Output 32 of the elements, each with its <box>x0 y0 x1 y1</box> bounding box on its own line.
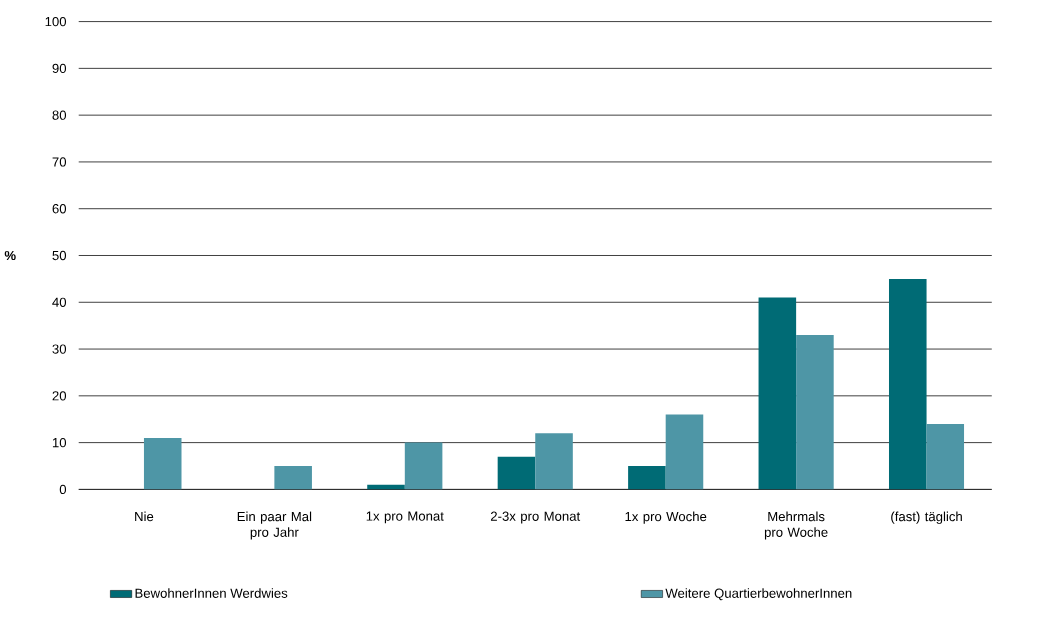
x-tick-label: 1x pro Woche <box>625 511 707 525</box>
y-tick-label: 30 <box>52 344 67 354</box>
y-tick-label: 50 <box>52 251 67 261</box>
bar <box>926 424 965 490</box>
bar <box>274 466 312 490</box>
x-tick-label: 2-3x pro Monat <box>490 511 581 524</box>
bar <box>497 456 536 490</box>
bar <box>665 414 704 490</box>
x-tick-label: (fast) täglich <box>891 511 962 525</box>
legend-label: Weitere QuartierbewohnerInnen <box>665 588 852 601</box>
bar <box>888 279 927 490</box>
bar <box>796 335 834 490</box>
y-tick-label: 70 <box>52 157 67 167</box>
y-tick-label: 80 <box>52 110 67 121</box>
y-tick-label: 20 <box>52 391 67 401</box>
bar <box>628 466 666 490</box>
x-tick-label: Ein paar Mal pro Jahr <box>237 511 312 540</box>
x-tick-label: Nie <box>135 511 154 522</box>
bar <box>404 442 443 490</box>
bar <box>758 297 797 490</box>
x-tick-label: Mehrmals pro Woche <box>764 511 828 540</box>
y-tick-label: 100 <box>45 17 67 27</box>
bar <box>143 438 182 490</box>
y-axis-title: % <box>4 251 16 261</box>
x-tick-label: 1x pro Monat <box>366 511 444 524</box>
y-tick-label: 10 <box>52 438 67 448</box>
y-tick-label: 90 <box>52 63 67 74</box>
legend-label: BewohnerInnen Werdwies <box>135 588 288 599</box>
y-tick-label: 60 <box>52 204 67 214</box>
bar <box>535 433 573 490</box>
y-tick-label: 0 <box>59 484 67 495</box>
y-tick-label: 40 <box>52 297 67 308</box>
